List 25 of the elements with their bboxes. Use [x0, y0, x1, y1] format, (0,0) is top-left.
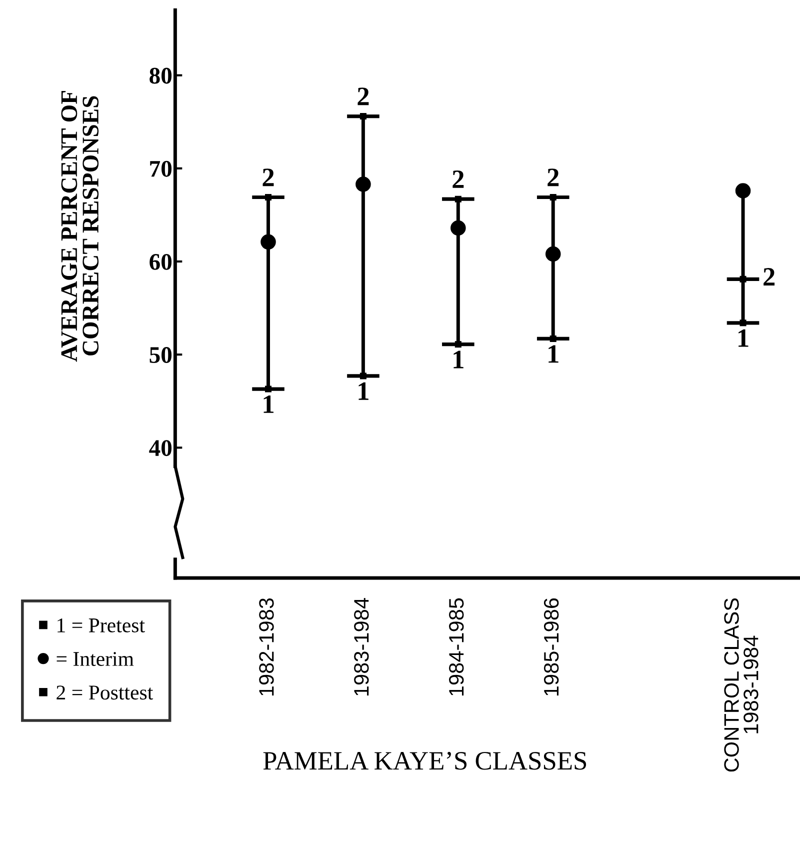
y-tick-label: 80 — [150, 68, 172, 84]
legend-label: 1 = Pretest — [58, 618, 145, 632]
y-tick-label: 50 — [150, 347, 172, 363]
annotation: 2 — [764, 268, 775, 286]
y-tick-label: 60 — [150, 254, 172, 270]
annotation: 2 — [452, 170, 464, 188]
legend-label: 2 = Posttest — [56, 686, 154, 700]
x-tick-label: 1983-1984 — [354, 598, 369, 696]
x-tick-label: 1984-1985 — [449, 598, 464, 696]
y-tick-label: 70 — [150, 160, 172, 177]
annotation: 1 — [548, 345, 558, 363]
x-tick-label: 1982-1983 — [259, 598, 274, 696]
annotation: 1 — [264, 395, 274, 413]
x-axis-title: PAMELA KAYE’S CLASSES — [263, 752, 586, 770]
legend-label: = Interim — [56, 652, 134, 666]
annotation: 2 — [548, 168, 559, 186]
x-tick-label: 1985-1986 — [544, 598, 559, 696]
annotation: 1 — [358, 382, 368, 400]
x-tick-label: CONTROL CLASS 1983-1984 — [724, 598, 758, 772]
annotation: 1 — [738, 329, 748, 347]
annotation: 1 — [454, 350, 464, 368]
annotation: 2 — [262, 168, 274, 186]
y-tick-label: 40 — [149, 440, 172, 456]
y-axis-title: AVERAGE PERCENT OF CORRECT RESPONSES — [61, 91, 99, 362]
annotation: 2 — [358, 88, 369, 106]
